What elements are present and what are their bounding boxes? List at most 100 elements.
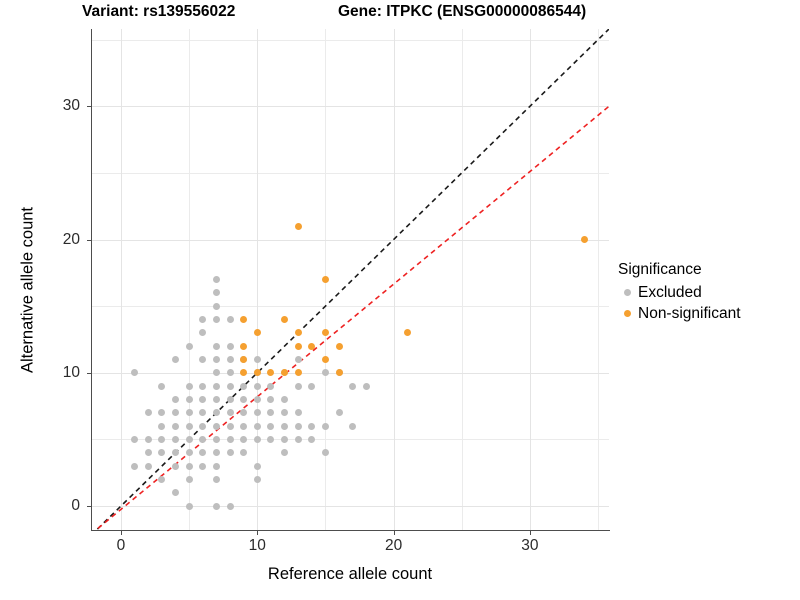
data-point bbox=[308, 435, 316, 443]
data-point bbox=[158, 382, 166, 390]
x-tick-label: 10 bbox=[248, 537, 266, 554]
data-point bbox=[199, 422, 207, 430]
data-point bbox=[362, 382, 370, 390]
data-point bbox=[199, 382, 207, 390]
data-point bbox=[267, 422, 275, 430]
data-point bbox=[240, 449, 248, 457]
x-tick-mark bbox=[393, 531, 395, 535]
data-point bbox=[267, 395, 275, 403]
data-point bbox=[403, 329, 411, 337]
data-point bbox=[172, 355, 180, 363]
gridline-vertical-minor bbox=[598, 29, 600, 530]
legend-dot bbox=[623, 310, 631, 317]
data-point bbox=[199, 409, 207, 417]
y-tick-label: 10 bbox=[62, 363, 80, 381]
y-axis-line bbox=[91, 29, 92, 531]
data-point bbox=[267, 382, 275, 390]
legend-item-label: Excluded bbox=[638, 283, 702, 301]
data-point bbox=[253, 355, 261, 363]
data-point bbox=[185, 422, 193, 430]
data-point bbox=[144, 462, 152, 470]
data-point bbox=[199, 395, 207, 403]
data-point bbox=[226, 435, 234, 443]
data-point bbox=[226, 369, 234, 377]
data-point bbox=[253, 395, 261, 403]
y-tick-label: 0 bbox=[71, 497, 80, 515]
data-point bbox=[281, 315, 289, 323]
data-point bbox=[185, 395, 193, 403]
data-point bbox=[226, 449, 234, 457]
reference-lines bbox=[94, 29, 609, 530]
y-tick-mark bbox=[87, 506, 91, 508]
data-point bbox=[144, 449, 152, 457]
legend-dot bbox=[623, 289, 631, 296]
legend-item-excluded[interactable]: Excluded bbox=[618, 282, 798, 303]
data-point bbox=[281, 435, 289, 443]
data-point bbox=[212, 502, 220, 510]
data-point bbox=[185, 462, 193, 470]
data-point bbox=[281, 369, 289, 377]
data-point bbox=[172, 489, 180, 497]
data-point bbox=[226, 342, 234, 350]
data-point bbox=[199, 462, 207, 470]
data-point bbox=[226, 315, 234, 323]
data-point bbox=[580, 236, 588, 244]
x-tick-label: 20 bbox=[384, 537, 403, 554]
data-point bbox=[240, 395, 248, 403]
data-point bbox=[253, 462, 261, 470]
legend-items: Excluded Non-significant bbox=[618, 282, 798, 324]
data-point bbox=[172, 462, 180, 470]
data-point bbox=[294, 409, 302, 417]
gridline-horizontal-major bbox=[91, 506, 609, 508]
data-point bbox=[212, 462, 220, 470]
data-point bbox=[172, 422, 180, 430]
data-point bbox=[253, 422, 261, 430]
legend-item-non-significant[interactable]: Non-significant bbox=[618, 303, 798, 324]
data-point bbox=[172, 435, 180, 443]
data-point bbox=[253, 435, 261, 443]
data-point bbox=[131, 462, 139, 470]
data-point bbox=[158, 449, 166, 457]
gridline-vertical-major bbox=[529, 29, 531, 530]
data-point bbox=[240, 355, 248, 363]
data-point bbox=[349, 382, 357, 390]
x-tick-mark bbox=[120, 531, 122, 535]
data-point bbox=[240, 382, 248, 390]
data-point bbox=[212, 355, 220, 363]
gridline-horizontal-minor bbox=[91, 439, 609, 441]
x-axis-line bbox=[91, 530, 610, 531]
data-point bbox=[240, 422, 248, 430]
legend: Significance Excluded Non-significant bbox=[618, 261, 798, 324]
gridline-horizontal-major bbox=[91, 239, 609, 241]
y-tick-mark bbox=[87, 239, 91, 241]
data-point bbox=[226, 422, 234, 430]
data-point bbox=[212, 395, 220, 403]
gridline-vertical-major bbox=[393, 29, 395, 530]
variant-title: Variant: rs139556022 bbox=[82, 3, 236, 20]
y-axis-title: Alternative allele count bbox=[18, 206, 37, 374]
data-point bbox=[349, 422, 357, 430]
data-point bbox=[321, 329, 329, 337]
data-point bbox=[226, 502, 234, 510]
data-point bbox=[308, 382, 316, 390]
data-point bbox=[212, 342, 220, 350]
data-point bbox=[212, 475, 220, 483]
data-point bbox=[226, 382, 234, 390]
data-point bbox=[172, 409, 180, 417]
data-point bbox=[172, 395, 180, 403]
y-tick-label: 30 bbox=[62, 97, 80, 115]
data-point bbox=[144, 435, 152, 443]
data-point bbox=[294, 355, 302, 363]
gridline-vertical-minor bbox=[461, 29, 463, 530]
data-point bbox=[281, 395, 289, 403]
data-point bbox=[267, 369, 275, 377]
x-tick-label: 30 bbox=[521, 537, 539, 554]
data-point bbox=[294, 382, 302, 390]
data-point bbox=[158, 475, 166, 483]
data-point bbox=[294, 369, 302, 377]
data-point bbox=[185, 409, 193, 417]
data-point bbox=[199, 355, 207, 363]
data-point bbox=[185, 475, 193, 483]
x-tick-mark bbox=[529, 531, 531, 535]
